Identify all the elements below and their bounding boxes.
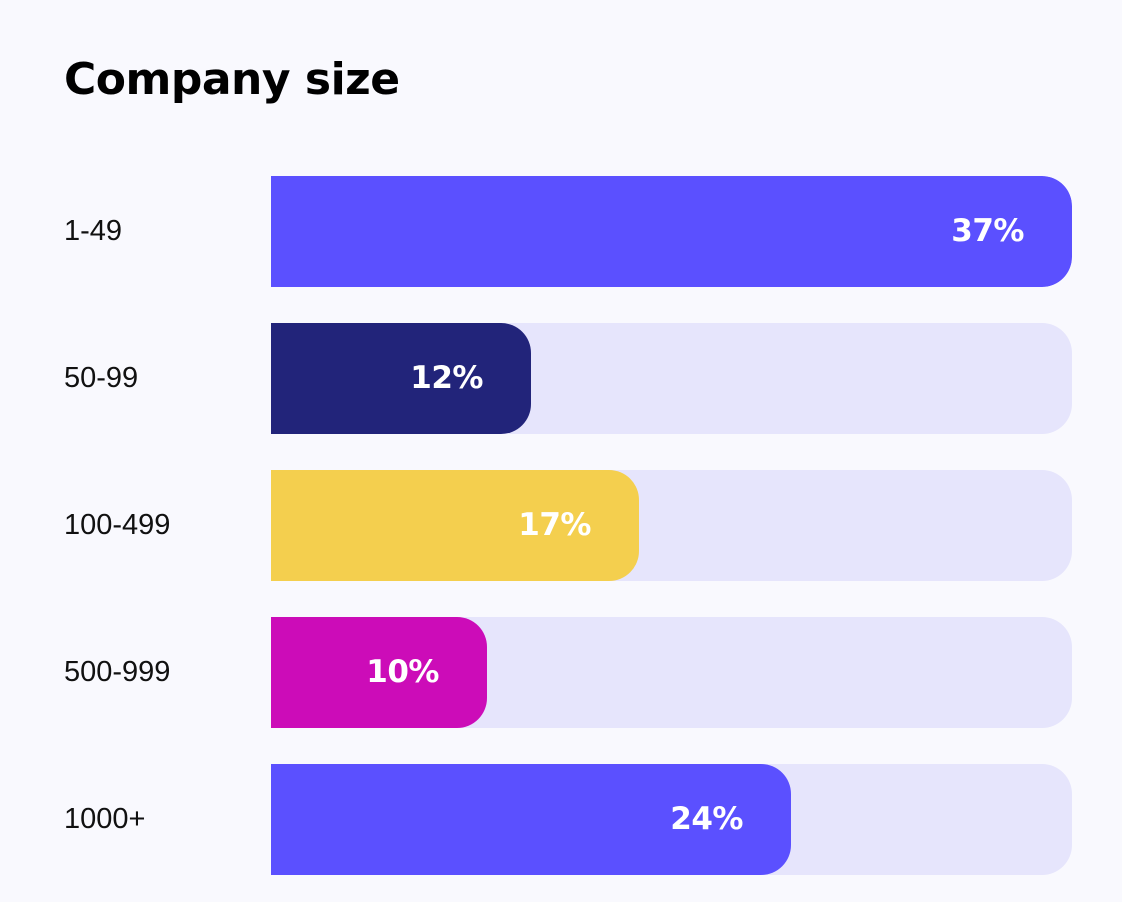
bar: 24% [271, 764, 791, 875]
bar-track: 10% [271, 617, 1072, 728]
value-label: 37% [951, 213, 1024, 249]
value-label: 24% [670, 801, 743, 837]
bar-row: 1-49 37% [0, 176, 1122, 287]
category-label: 1000+ [64, 803, 146, 835]
category-label: 1-49 [64, 215, 123, 247]
bar-track: 24% [271, 764, 1072, 875]
value-label: 10% [366, 654, 439, 690]
chart-title: Company size [64, 54, 400, 105]
bar: 17% [271, 470, 639, 581]
category-label: 500-999 [64, 656, 171, 688]
category-label: 100-499 [64, 509, 171, 541]
category-label: 50-99 [64, 362, 139, 394]
bar-row: 50-99 12% [0, 323, 1122, 434]
bar-row: 100-499 17% [0, 470, 1122, 581]
bar: 12% [271, 323, 531, 434]
bar-row: 500-999 10% [0, 617, 1122, 728]
value-label: 17% [518, 507, 591, 543]
value-label: 12% [410, 360, 483, 396]
bar-row: 1000+ 24% [0, 764, 1122, 875]
bar: 10% [271, 617, 487, 728]
bar-track: 37% [271, 176, 1072, 287]
bar-track: 17% [271, 470, 1072, 581]
bar: 37% [271, 176, 1072, 287]
bar-track: 12% [271, 323, 1072, 434]
